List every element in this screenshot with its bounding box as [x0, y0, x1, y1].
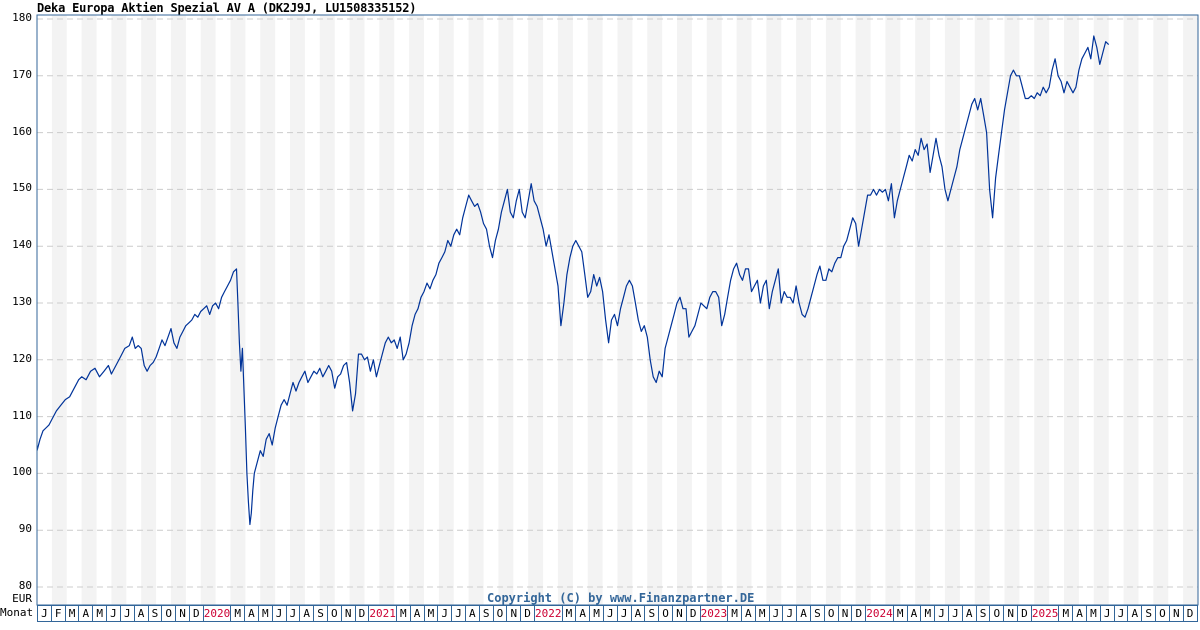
month-label: M: [93, 606, 108, 621]
month-label: J: [273, 606, 287, 621]
month-label: S: [811, 606, 825, 621]
month-label: S: [1142, 606, 1157, 621]
month-label: D: [1018, 606, 1032, 621]
month-label: O: [990, 606, 1005, 621]
month-label: D: [687, 606, 701, 621]
month-label: 2025: [1031, 606, 1060, 621]
month-label: O: [659, 606, 673, 621]
month-label: A: [742, 606, 756, 621]
month-label: N: [507, 606, 522, 621]
month-label: J: [287, 606, 301, 621]
month-label: N: [1170, 606, 1184, 621]
chart-title: Deka Europa Aktien Spezial AV A (DK2J9J,…: [37, 1, 417, 15]
month-label: M: [894, 606, 908, 621]
x-axis-row-label: Monat: [0, 606, 34, 619]
month-label: J: [783, 606, 798, 621]
month-label: M: [66, 606, 80, 621]
month-label: A: [963, 606, 977, 621]
month-label: M: [563, 606, 577, 621]
month-label: J: [438, 606, 453, 621]
month-label: A: [300, 606, 315, 621]
y-tick-label: 150: [12, 181, 32, 195]
month-label: J: [121, 606, 135, 621]
month-label: O: [494, 606, 508, 621]
month-label: M: [756, 606, 770, 621]
gridlines: [37, 18, 1198, 588]
month-label: A: [908, 606, 922, 621]
month-label: A: [576, 606, 591, 621]
month-label: J: [1101, 606, 1115, 621]
month-label: D: [1186, 607, 1194, 620]
month-label: 2023: [700, 606, 729, 621]
month-label: J: [38, 606, 52, 621]
y-axis-unit: EUR: [12, 592, 32, 605]
price-line: [36, 35, 1110, 526]
copyright-notice: Copyright (C) by www.Finanzpartner.DE: [487, 591, 755, 605]
month-label: J: [107, 606, 121, 621]
month-label: D: [852, 606, 867, 621]
month-label: 2022: [535, 606, 563, 621]
y-tick-label: 170: [12, 67, 32, 81]
month-strip: J F M A M J J A S O N D 2020 M A M J J A S O N D 2021 M A M J J A S O N D…: [37, 605, 1198, 622]
month-label: N: [176, 606, 190, 621]
month-label: N: [342, 606, 356, 621]
y-tick-label: 180: [12, 11, 32, 24]
month-label: O: [162, 606, 177, 621]
month-label: A: [135, 606, 149, 621]
month-label: A: [79, 606, 94, 621]
month-label: A: [1128, 606, 1143, 621]
month-label: D: [190, 606, 204, 621]
month-label: M: [1059, 606, 1074, 621]
month-label: S: [977, 606, 991, 621]
month-label: S: [149, 606, 163, 621]
month-label: M: [590, 606, 604, 621]
month-label: 2020: [203, 606, 232, 621]
month-label: A: [466, 606, 480, 621]
month-label: A: [411, 606, 425, 621]
y-tick-label: 120: [12, 351, 32, 365]
month-label: A: [1073, 606, 1087, 621]
month-label: S: [314, 606, 328, 621]
month-label: M: [259, 606, 273, 621]
y-tick-label: 130: [12, 295, 32, 308]
month-label: M: [921, 606, 936, 621]
month-label: J: [452, 606, 466, 621]
y-tick-label: 140: [12, 238, 32, 252]
month-label: N: [839, 606, 853, 621]
y-tick-label: 100: [12, 465, 32, 479]
month-label: J: [949, 606, 963, 621]
month-label: J: [1115, 606, 1129, 621]
month-label: J: [604, 606, 618, 621]
month-label: D: [521, 606, 535, 621]
month-label: S: [645, 606, 660, 621]
y-tick-label: 110: [12, 408, 32, 422]
month-label: F: [52, 606, 66, 621]
y-tick-label: 90: [18, 522, 32, 536]
month-label: S: [480, 606, 494, 621]
month-label: M: [425, 606, 439, 621]
month-label: M: [231, 606, 246, 621]
y-tick-label: 80: [18, 579, 32, 592]
month-label: 2021: [369, 606, 397, 621]
y-tick-label: 160: [12, 124, 32, 138]
month-label: A: [245, 606, 259, 621]
month-label: O: [825, 606, 839, 621]
month-label: A: [632, 606, 646, 621]
month-label: M: [728, 606, 742, 621]
month-label: J: [618, 606, 632, 621]
month-label: O: [1156, 606, 1170, 621]
month-bands: [51, 15, 1198, 605]
month-label: M: [397, 606, 411, 621]
month-label: M: [1087, 606, 1101, 621]
month-label: N: [673, 606, 687, 621]
month-label: J: [770, 606, 784, 621]
month-label: 2024: [866, 606, 894, 621]
month-label: O: [328, 606, 342, 621]
month-label: J: [935, 606, 949, 621]
month-label: D: [356, 606, 370, 621]
month-label: N: [1004, 606, 1019, 621]
month-label: A: [797, 606, 811, 621]
